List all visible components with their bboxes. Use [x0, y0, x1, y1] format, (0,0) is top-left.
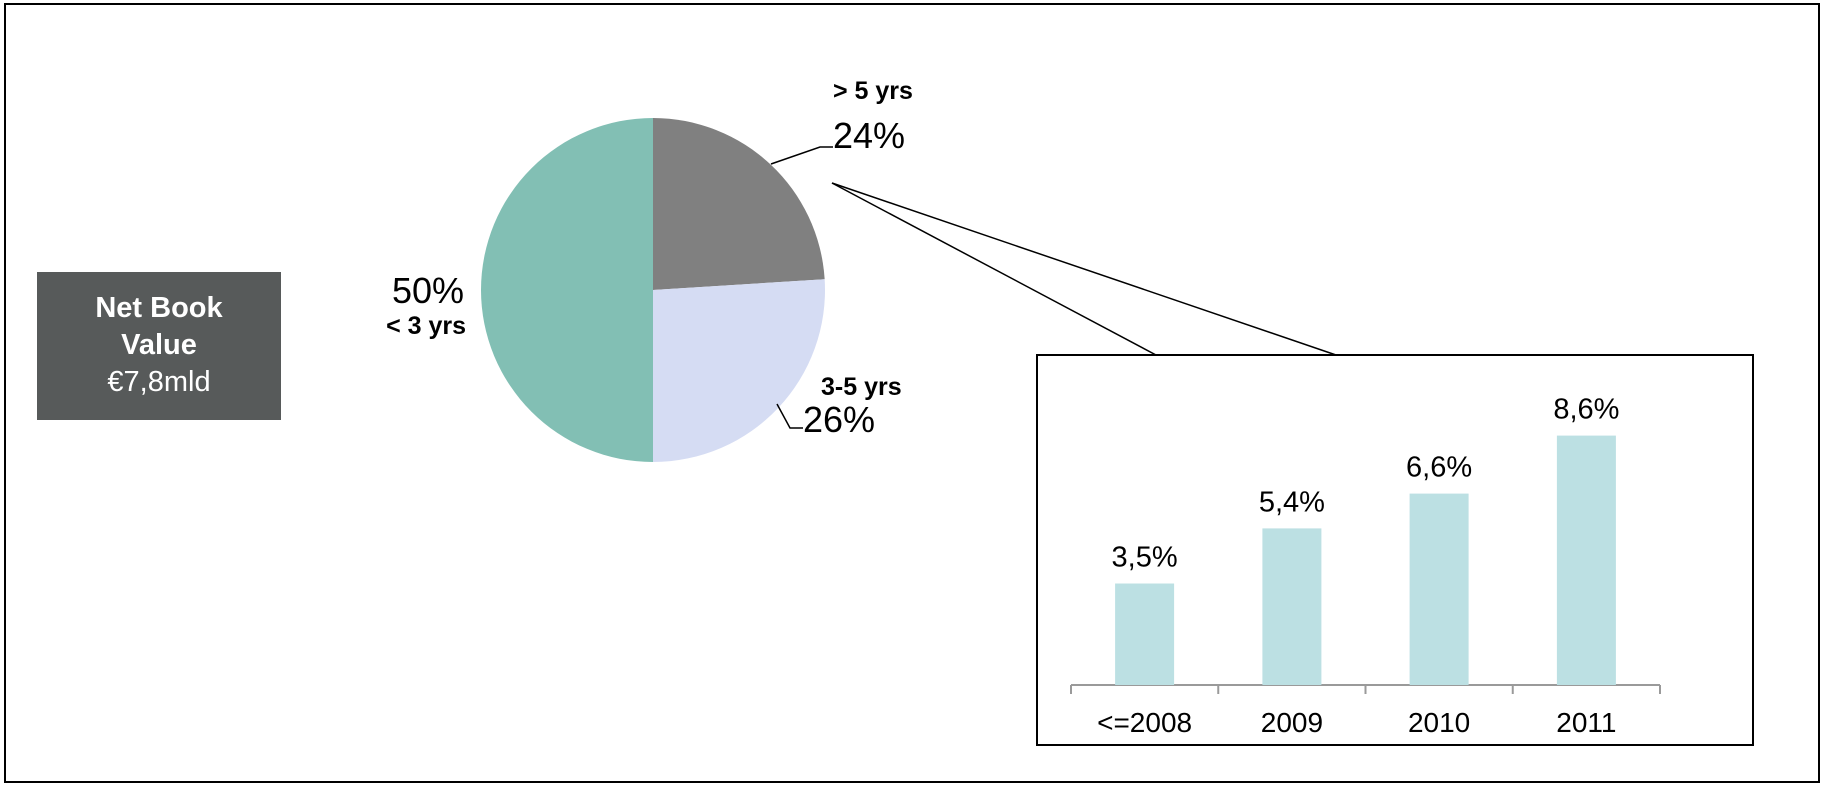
leader-line-gt5 [770, 146, 833, 165]
pie-label-lt3: < 3 yrs [386, 312, 466, 340]
pie-value-lt3: 50% [392, 270, 464, 311]
pie-label-3to5: 3-5 yrs [821, 373, 902, 401]
connector-line-left [831, 182, 1157, 356]
bar-data-label: 8,6% [1553, 394, 1619, 426]
bar-category-label: 2011 [1556, 707, 1616, 738]
bar [1262, 528, 1322, 685]
bar-data-label: 5,4% [1259, 486, 1325, 518]
bar-category-label: <=2008 [1097, 707, 1192, 738]
leader-line-3to5 [776, 403, 803, 429]
pie-slice-gt5 [653, 118, 825, 290]
net-book-value-box: Net Book Value €7,8mld [37, 272, 281, 420]
bar-data-label: 6,6% [1406, 452, 1472, 484]
pie-slice-lt3 [481, 118, 653, 462]
zoom-connector-lines [831, 182, 1337, 356]
bar [1556, 435, 1616, 685]
bar [1115, 583, 1175, 685]
pie-value-gt5: 24% [833, 115, 905, 156]
net-book-value-title-line1: Net Book [95, 292, 223, 324]
pie-slice-3to5 [653, 279, 825, 462]
pie-labels: > 5 yrs 24% 3-5 yrs 26% 50% < 3 yrs [386, 77, 913, 440]
bar [1409, 493, 1469, 685]
pie-value-3to5: 26% [803, 399, 875, 440]
net-book-value-title-line2: Value [121, 329, 197, 361]
pie-label-gt5: > 5 yrs [833, 77, 913, 105]
bar-category-label: 2010 [1408, 707, 1470, 738]
pie-chart [481, 118, 825, 462]
connector-line-right [831, 182, 1337, 356]
net-book-value-amount: €7,8mld [107, 366, 211, 398]
bar-category-label: 2009 [1261, 707, 1323, 738]
bar-chart: 3,5% <=2008 5,4% 2009 6,6% 2010 8,6% 2011 [1070, 394, 1661, 738]
bar-data-label: 3,5% [1112, 542, 1178, 574]
